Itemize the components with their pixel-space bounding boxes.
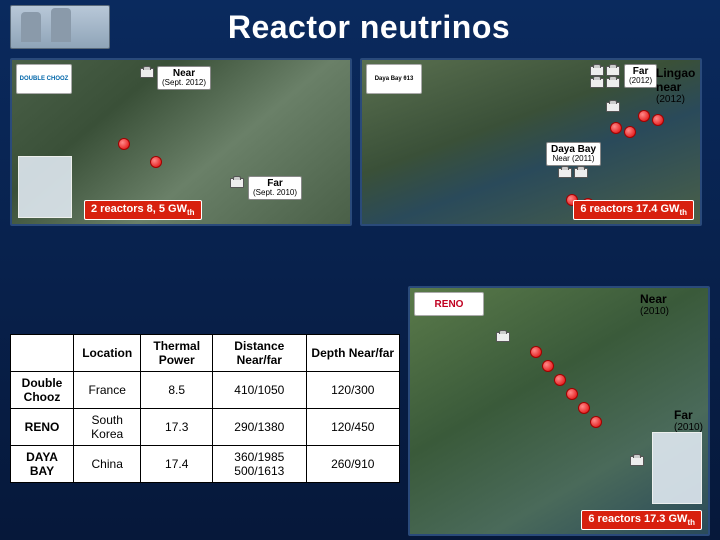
cell: 17.3 [141, 409, 213, 446]
detector-icon [630, 456, 644, 466]
reactor-dot [150, 156, 162, 168]
detector-icon [590, 78, 604, 88]
korea-map-inset [652, 432, 702, 504]
dayabay-near-label: Daya Bay Near (2011) [546, 142, 601, 166]
banner-sub: th [679, 208, 687, 217]
detector-icon [606, 66, 620, 76]
cell: 17.4 [141, 446, 213, 483]
cell: RENO [11, 409, 74, 446]
far-label: Far (2010) [674, 408, 703, 433]
table-row: RENO South Korea 17.3 290/1380 120/450 [11, 409, 400, 446]
far-label-sub: (Sept. 2010) [253, 189, 297, 198]
table-row: Double Chooz France 8.5 410/1050 120/300 [11, 372, 400, 409]
detector-icon [606, 102, 620, 112]
slide-title: Reactor neutrinos [128, 9, 720, 46]
slide: Reactor neutrinos DOUBLE CHOOZ Near (Sep… [0, 0, 720, 540]
table: Location Thermal Power Distance Near/far… [10, 334, 400, 483]
detector-icon [606, 78, 620, 88]
banner-sub: th [687, 518, 695, 527]
panel-daya-bay: Daya Bay θ13 Far (2012) Lingao near (201… [360, 58, 702, 226]
reactor-dot [624, 126, 636, 138]
banner-text: 6 reactors 17.3 GW [588, 513, 687, 525]
near-label: Near (Sept. 2012) [157, 66, 211, 90]
dayanear-sub: Near (2011) [551, 155, 596, 164]
col-distance: Distance Near/far [213, 335, 306, 372]
reactor-dot [118, 138, 130, 150]
col-location: Location [74, 335, 141, 372]
far-label: Far (2012) [624, 64, 657, 88]
logo-text: DOUBLE CHOOZ [20, 76, 69, 82]
experiments-table: Location Thermal Power Distance Near/far… [10, 334, 400, 483]
reactor-dot [638, 110, 650, 122]
top-images-row: DOUBLE CHOOZ Near (Sept. 2012) Far (Sept… [0, 54, 720, 228]
far-label: Far (Sept. 2010) [248, 176, 302, 200]
near-label: Near (2010) [640, 292, 669, 317]
cell: 120/450 [306, 409, 399, 446]
reactor-dot [554, 374, 566, 386]
cell: 120/300 [306, 372, 399, 409]
cell: France [74, 372, 141, 409]
col-blank [11, 335, 74, 372]
near-label-text: Near [640, 292, 667, 306]
table-header-row: Location Thermal Power Distance Near/far… [11, 335, 400, 372]
cell: 8.5 [141, 372, 213, 409]
lingao-label-sub: (2012) [656, 94, 700, 105]
detector-icon [140, 68, 154, 78]
reactor-power-banner: 2 reactors 8, 5 GWth [84, 200, 202, 220]
daya-bay-logo: Daya Bay θ13 [366, 64, 422, 94]
detector-icon [574, 168, 588, 178]
reactor-dot [652, 114, 664, 126]
near-label-sub: (Sept. 2012) [162, 79, 206, 88]
far-label-text: Far [674, 408, 693, 422]
reno-logo: RENO [414, 292, 484, 316]
detector-icon [230, 178, 244, 188]
banner-text: 6 reactors 17.4 GW [580, 203, 679, 215]
reactor-power-banner: 6 reactors 17.3 GWth [581, 510, 702, 530]
cell: South Korea [74, 409, 141, 446]
reactor-dot [530, 346, 542, 358]
detector-icon [558, 168, 572, 178]
cell: Double Chooz [11, 372, 74, 409]
cell: 290/1380 [213, 409, 306, 446]
cell: 260/910 [306, 446, 399, 483]
reactor-dot [542, 360, 554, 372]
cell: 360/1985 500/1613 [213, 446, 306, 483]
france-map-inset [18, 156, 72, 218]
cell: 410/1050 [213, 372, 306, 409]
reactor-dot [578, 402, 590, 414]
table-row: DAYA BAY China 17.4 360/1985 500/1613 26… [11, 446, 400, 483]
cell: China [74, 446, 141, 483]
header: Reactor neutrinos [0, 0, 720, 54]
corner-reactor-photo [10, 5, 110, 49]
banner-sub: th [187, 208, 195, 217]
col-depth: Depth Near/far [306, 335, 399, 372]
lingao-label-text: Lingao near [656, 66, 695, 94]
reactor-power-banner: 6 reactors 17.4 GWth [573, 200, 694, 220]
logo-text: Daya Bay θ13 [375, 76, 414, 82]
panel-double-chooz: DOUBLE CHOOZ Near (Sept. 2012) Far (Sept… [10, 58, 352, 226]
near-label-sub: (2010) [640, 306, 669, 317]
detector-icon [590, 66, 604, 76]
far-label-sub: (2012) [629, 77, 652, 86]
panel-reno: RENO Near (2010) Far (2010) 6 reactors 1… [408, 286, 710, 536]
col-power: Thermal Power [141, 335, 213, 372]
reactor-dot [566, 388, 578, 400]
detector-icon [496, 332, 510, 342]
cell: DAYA BAY [11, 446, 74, 483]
lingao-label: Lingao near (2012) [656, 66, 700, 105]
reactor-dot [590, 416, 602, 428]
double-chooz-logo: DOUBLE CHOOZ [16, 64, 72, 94]
logo-text: RENO [435, 299, 464, 310]
reactor-dot [610, 122, 622, 134]
banner-text: 2 reactors 8, 5 GW [91, 203, 187, 215]
